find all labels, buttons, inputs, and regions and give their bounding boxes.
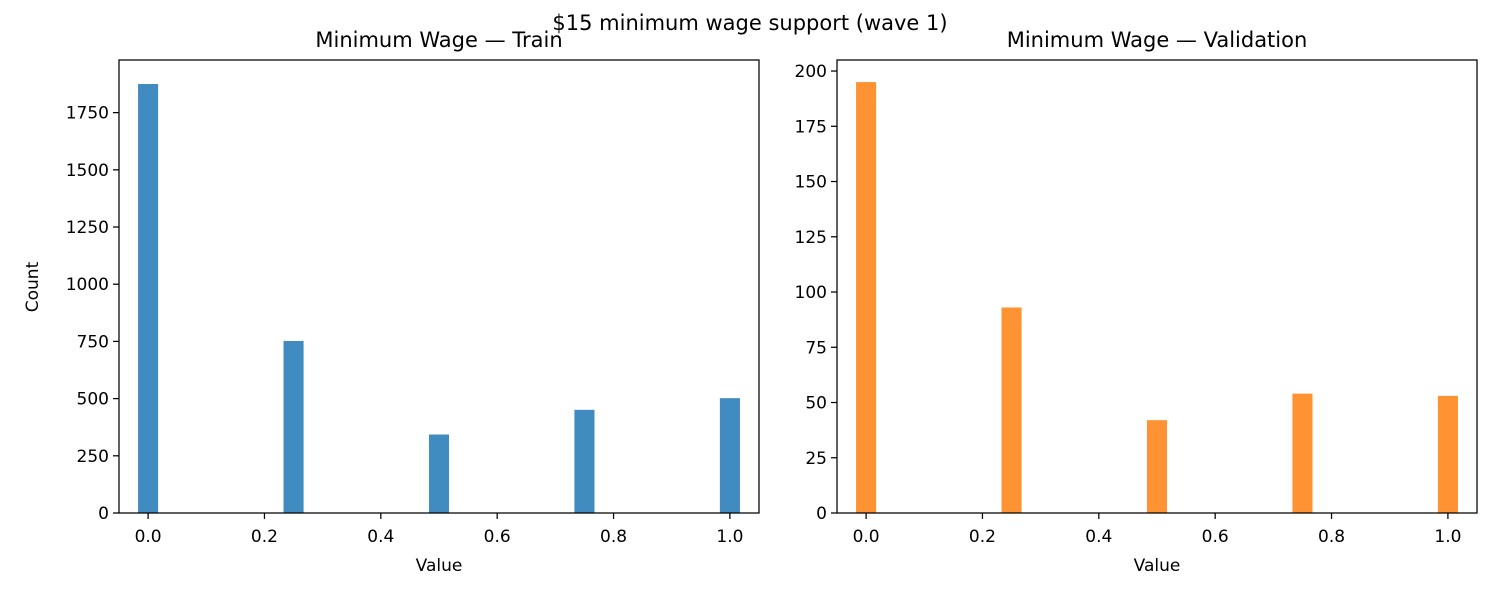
validation-x-tick-label-3: 0.6 xyxy=(1202,527,1229,547)
validation-bars xyxy=(856,82,1458,513)
train-y-axis-ticks: 0 250 500 750 1000 1250 1500 1750 xyxy=(66,104,119,524)
validation-bar-4 xyxy=(1437,395,1458,513)
train-y-tick-label-2: 500 xyxy=(77,390,109,410)
validation-x-tick-label-4: 0.8 xyxy=(1318,527,1345,547)
train-bar-0 xyxy=(138,84,159,514)
train-x-tick-label-5: 1.0 xyxy=(716,527,743,547)
train-x-tick-label-1: 0.2 xyxy=(251,527,278,547)
train-x-tick-label-4: 0.8 xyxy=(600,527,627,547)
validation-y-tick-label-3: 75 xyxy=(805,338,827,358)
figure-suptitle: $15 minimum wage support (wave 1) xyxy=(552,11,947,35)
train-y-tick-label-0: 0 xyxy=(98,504,109,524)
train-bars xyxy=(138,84,740,514)
validation-x-tick-label-5: 1.0 xyxy=(1434,527,1461,547)
train-y-tick-label-3: 750 xyxy=(77,332,109,352)
validation-bar-0 xyxy=(856,82,877,513)
validation-y-tick-label-0: 0 xyxy=(816,504,827,524)
train-y-tick-label-5: 1250 xyxy=(66,218,109,238)
train-x-axis-label: Value xyxy=(416,556,463,576)
train-x-tick-label-3: 0.6 xyxy=(484,527,511,547)
validation-y-tick-label-1: 25 xyxy=(805,449,827,469)
validation-chart-title: Minimum Wage — Validation xyxy=(1007,28,1308,52)
validation-axes-frame xyxy=(836,59,1478,514)
validation-x-axis-label: Value xyxy=(1134,556,1181,576)
train-y-tick-label-7: 1750 xyxy=(66,104,109,124)
validation-chart-panel: Minimum Wage — Validation 0 25 50 75 100 125 1… xyxy=(795,28,1478,576)
train-bar-3 xyxy=(574,409,595,513)
train-axes-frame xyxy=(118,59,760,514)
train-bar-2 xyxy=(428,434,450,513)
validation-y-tick-label-7: 175 xyxy=(795,117,827,137)
validation-bar-2 xyxy=(1146,420,1168,513)
train-x-tick-label-0: 0.0 xyxy=(135,527,162,547)
validation-y-tick-label-6: 150 xyxy=(795,173,827,193)
validation-x-tick-label-1: 0.2 xyxy=(969,527,996,547)
validation-x-axis-ticks: 0.0 0.2 0.4 0.6 0.8 1.0 xyxy=(853,513,1461,547)
train-chart-title: Minimum Wage — Train xyxy=(315,28,562,52)
train-x-axis-ticks: 0.0 0.2 0.4 0.6 0.8 1.0 xyxy=(135,513,743,547)
train-y-tick-label-6: 1500 xyxy=(66,161,109,181)
validation-bar-3 xyxy=(1292,393,1313,513)
validation-y-tick-label-5: 125 xyxy=(795,228,827,248)
validation-y-tick-label-8: 200 xyxy=(795,62,827,82)
train-chart-panel: Minimum Wage — Train 0 250 500 750 1000 1250 1… xyxy=(23,28,760,576)
train-y-axis-label: Count xyxy=(23,261,43,312)
validation-y-tick-label-2: 50 xyxy=(805,394,827,414)
validation-bar-1 xyxy=(1001,307,1022,513)
validation-x-tick-label-2: 0.4 xyxy=(1085,527,1112,547)
validation-y-tick-label-4: 100 xyxy=(795,283,827,303)
train-y-tick-label-1: 250 xyxy=(77,447,109,467)
train-bar-1 xyxy=(283,340,304,513)
train-x-tick-label-2: 0.4 xyxy=(367,527,394,547)
train-y-tick-label-4: 1000 xyxy=(66,275,109,295)
validation-y-axis-ticks: 0 25 50 75 100 125 150 175 200 xyxy=(795,62,837,524)
validation-x-tick-label-0: 0.0 xyxy=(853,527,880,547)
train-bar-4 xyxy=(719,398,740,513)
